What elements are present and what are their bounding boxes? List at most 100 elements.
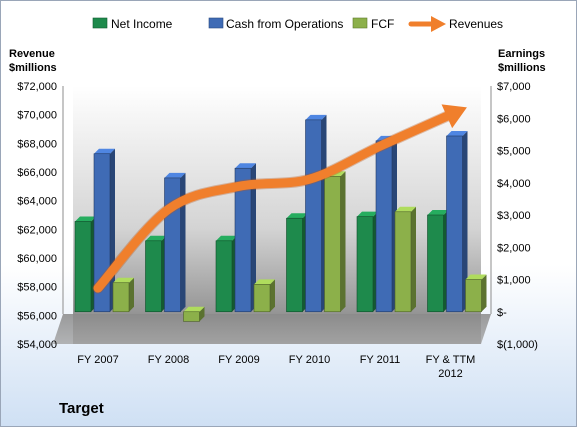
bar-front [183,311,200,322]
bar-side [481,274,487,312]
x-tick-label: FY 2009 [218,354,259,366]
bar-net-income [356,211,378,313]
right-tick-label: $5,000 [497,146,531,158]
bar-top [395,206,416,212]
bar-fcf [324,171,346,313]
bar-cash-from-operations [375,135,397,313]
bar-top [427,210,449,215]
left-tick-label: $72,000 [17,81,57,93]
legend-label-revenues: Revenues [449,17,503,31]
bar-net-income [427,210,449,313]
bar-fcf [112,277,134,313]
right-axis-title-line1: Earnings [498,48,545,60]
left-tick-label: $58,000 [17,282,57,294]
bar-side [180,172,186,312]
legend-label-fcf: FCF [371,17,394,31]
bar-front [253,284,271,313]
bar-front [446,135,463,313]
x-tick-label: 2012 [438,368,462,380]
bar-side [199,306,205,322]
bar-top [465,274,487,280]
left-axis-title-line1: Revenue [9,48,55,60]
bar-top [446,130,468,136]
bar-top [286,213,308,219]
bar-front [375,140,393,313]
bar-side [129,277,134,312]
plot-floor [53,314,491,344]
bar-side [411,206,416,312]
bar-cash-from-operations [305,114,327,313]
company-name: Target [59,400,104,417]
legend-swatch-cash-from-operations [208,17,224,29]
legend-label-cash-from-operations: Cash from Operations [226,17,343,31]
bar-front [145,240,162,313]
right-tick-label: $- [497,307,507,319]
x-tick-label: FY 2008 [148,354,189,366]
right-tick-label: $(1,000) [497,339,538,351]
bar-net-income [74,216,96,313]
bar-side [340,171,346,312]
right-tick-label: $6,000 [497,113,531,125]
bar-front [394,211,412,313]
bar-front [356,216,374,313]
revenue-line-layer [92,104,467,294]
x-tick-label: FY & TTM [426,354,476,366]
left-tick-label: $62,000 [17,224,57,236]
left-tick-label: $60,000 [17,253,57,265]
right-axis-ticks: $(1,000) $- $1,000 $2,000 $3,000 $4,000 $5,000… [497,81,538,351]
bar-side [462,130,468,312]
bar-front [305,119,322,313]
bar-top [216,235,237,241]
left-tick-label: $70,000 [17,110,57,122]
bar-top [145,235,167,241]
right-axis-title-line2: $millions [498,62,546,74]
left-tick-label: $56,000 [17,310,57,322]
bar-cash-from-operations [446,130,468,313]
right-tick-label: $2,000 [497,242,531,254]
revenue-arrowhead [441,104,467,129]
bars-layer [74,114,487,322]
bar-front [324,176,341,313]
bar-front [465,279,482,313]
bar-fcf [183,306,205,322]
bar-front [74,221,92,313]
bar-top [235,163,256,169]
bar-cash-from-operations [164,172,186,313]
bar-cash-from-operations [234,163,256,313]
bar-net-income [215,235,237,313]
bar-fcf [253,279,275,313]
bar-side [270,279,275,312]
right-tick-label: $1,000 [497,275,531,287]
legend-label-net-income: Net Income [111,17,173,31]
right-tick-label: $4,000 [497,178,531,190]
bar-top [164,172,186,178]
x-axis-ticks: FY 2007 FY 2008 FY 2009 FY 2010 FY 2011 FY & … [77,354,475,380]
bar-top [75,216,96,222]
bar-front [234,167,252,313]
bar-top [305,114,327,120]
bar-top [183,306,205,312]
bar-net-income [145,235,167,313]
right-tick-label: $3,000 [497,210,531,222]
bar-top [357,211,378,217]
bar-front [427,214,444,313]
bar-top [94,148,115,154]
bar-net-income [286,213,308,313]
x-tick-label: FY 2007 [77,354,118,366]
revenue-line [93,110,455,293]
legend-swatch-net-income [92,17,108,29]
left-tick-label: $54,000 [17,339,57,351]
left-axis-ticks: $54,000 $56,000 $58,000 $60,000 $62,000 $64,0… [17,81,57,351]
legend: Net Income Cash from Operations FCF Reve… [92,16,503,32]
legend-arrowhead-revenues [431,16,446,32]
x-tick-label: FY 2011 [360,354,401,366]
left-tick-label: $64,000 [17,196,57,208]
bar-front [215,240,233,313]
left-tick-label: $68,000 [17,138,57,150]
x-tick-label: FY 2010 [289,354,330,366]
bar-top [254,279,275,285]
left-axis-title-line2: $millions [9,62,57,74]
right-tick-label: $7,000 [497,81,531,93]
